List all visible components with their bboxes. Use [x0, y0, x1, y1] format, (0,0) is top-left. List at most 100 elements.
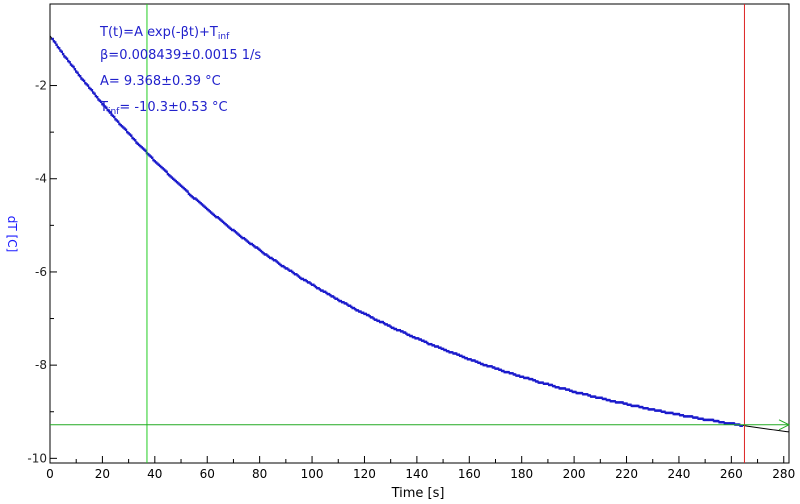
data-point — [182, 186, 185, 190]
data-point — [317, 287, 320, 290]
data-point — [220, 219, 223, 222]
data-point — [567, 388, 571, 391]
data-point — [634, 404, 637, 408]
data-point — [360, 311, 364, 314]
x-tick-label: 140 — [405, 467, 428, 481]
data-point — [242, 236, 246, 240]
data-point — [651, 408, 654, 411]
x-tick-label: 240 — [667, 467, 690, 481]
data-point — [420, 339, 424, 342]
data-point — [84, 82, 87, 85]
data-point — [439, 346, 442, 349]
data-point — [209, 211, 213, 214]
annotation-tinf: Tinf= -10.3±0.53 °C — [99, 100, 228, 117]
data-point — [131, 136, 134, 140]
data-point — [194, 197, 197, 200]
data-point — [390, 326, 394, 330]
cursor-lines[interactable] — [50, 4, 791, 463]
data-point — [95, 96, 99, 99]
data-point — [68, 61, 71, 64]
data-point — [513, 373, 517, 376]
data-point — [249, 242, 252, 246]
data-point — [685, 415, 688, 418]
data-point — [462, 355, 466, 359]
data-point — [265, 253, 268, 256]
data-point — [73, 68, 77, 71]
data-point — [398, 328, 402, 332]
data-point — [337, 298, 340, 302]
data-point — [684, 415, 687, 418]
data-point — [508, 372, 512, 375]
data-point — [710, 418, 713, 422]
data-point — [128, 133, 132, 136]
data-point — [646, 407, 649, 410]
x-tick-label: 280 — [772, 467, 795, 481]
data-point — [470, 359, 474, 362]
data-point — [520, 375, 523, 378]
data-point — [600, 396, 603, 399]
data-point — [394, 327, 398, 331]
data-point — [700, 417, 703, 420]
data-point — [115, 119, 119, 122]
data-point — [447, 349, 450, 353]
data-point — [202, 204, 205, 207]
data-point — [536, 380, 539, 383]
data-point — [580, 391, 584, 395]
data-point — [454, 352, 458, 355]
data-point — [441, 347, 445, 351]
data-point — [393, 327, 396, 331]
data-point — [499, 368, 502, 371]
y-tick-label: -4 — [35, 172, 47, 186]
data-point — [137, 143, 141, 147]
data-point — [89, 87, 92, 91]
data-point — [158, 164, 162, 168]
data-point — [664, 411, 668, 415]
data-point — [97, 98, 100, 101]
data-point — [500, 369, 504, 373]
data-point — [71, 64, 74, 67]
data-point — [322, 290, 326, 293]
data-point — [233, 229, 236, 233]
data-point — [544, 382, 547, 385]
data-point — [675, 412, 678, 416]
data-point — [109, 111, 112, 114]
data-point — [64, 56, 67, 59]
data-point — [692, 416, 695, 419]
data-point — [423, 340, 426, 344]
data-point — [524, 376, 527, 380]
data-point — [574, 390, 577, 394]
annotation-equation: T(t)=A exp(-βt)+Tinf — [99, 25, 230, 42]
data-point — [546, 382, 550, 385]
data-point — [116, 120, 120, 123]
data-point — [554, 386, 557, 389]
data-point — [215, 215, 218, 219]
data-point — [669, 411, 673, 415]
data-point — [177, 182, 180, 185]
data-point — [696, 416, 699, 419]
data-point — [701, 417, 704, 420]
data-point — [407, 333, 411, 337]
data-point — [604, 397, 607, 401]
data-point — [385, 323, 388, 326]
data-point — [240, 235, 243, 239]
data-point — [582, 393, 585, 396]
data-point — [191, 196, 195, 199]
data-point — [525, 376, 529, 380]
data-point — [709, 418, 712, 422]
x-tick-label: 0 — [46, 467, 54, 481]
horizontal-cursor-arrow-icon — [778, 419, 791, 431]
data-point — [540, 381, 543, 384]
data-point — [622, 402, 626, 405]
data-point — [553, 384, 556, 388]
data-point — [140, 146, 143, 149]
data-point — [608, 398, 611, 402]
data-point — [457, 353, 461, 356]
data-point — [660, 410, 664, 413]
data-point — [430, 342, 433, 346]
data-point — [63, 55, 66, 58]
data-point — [702, 418, 706, 422]
data-point — [723, 422, 726, 425]
data-point — [356, 309, 360, 312]
data-point — [305, 280, 309, 283]
